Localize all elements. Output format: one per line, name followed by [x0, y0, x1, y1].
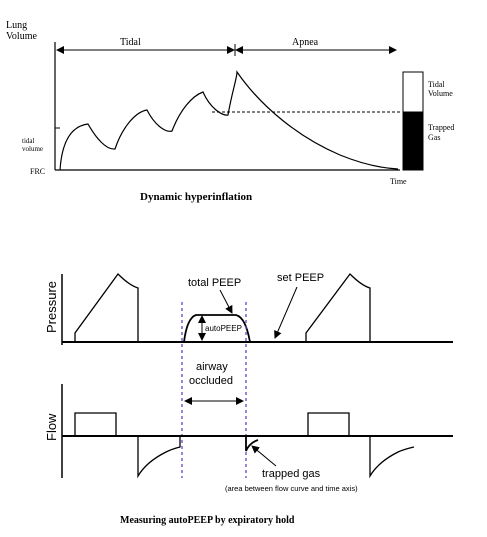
tidal-volume-label-line2: volume: [22, 145, 43, 153]
total-peep-pointer: [219, 289, 233, 314]
tidal-volume-label-line1: tidal: [22, 137, 34, 145]
autopeep-caption: Measuring autoPEEP by expiratory hold: [120, 515, 295, 526]
bar-trapped-gas-line2: Gas: [428, 133, 440, 142]
lung-volume-trace: [59, 70, 399, 171]
set-peep-label: set PEEP: [277, 272, 324, 284]
hyperinflation-panel: Lung Volume Tidal Apnea tidal volume FRC…: [6, 20, 454, 203]
bar-trapped-gas-line1: Trapped: [428, 123, 454, 132]
trapped-gas-note: (area between flow curve and time axis): [225, 484, 358, 493]
total-peep-label: total PEEP: [188, 277, 241, 289]
pressure-breath-2: [305, 273, 371, 342]
expiratory-flow-trapped: [245, 436, 259, 452]
trapped-gas-pointer: [251, 445, 277, 467]
expiratory-flow-1: [137, 436, 181, 479]
autopeep-panel: Pressure autoPEEP total PEEP set PEEP ai…: [44, 272, 453, 526]
time-label: Time: [390, 177, 407, 186]
set-peep-pointer: [274, 286, 298, 339]
tidal-volume-bar: [402, 71, 424, 113]
apnea-phase-label: Apnea: [292, 37, 319, 48]
trapped-gas-label: trapped gas: [262, 468, 321, 480]
bar-tidal-volume-line2: Volume: [428, 89, 453, 98]
inspiratory-flow-1: [74, 412, 117, 436]
pressure-axis-label: Pressure: [44, 281, 59, 333]
autopeep-label: autoPEEP: [205, 324, 242, 333]
pressure-occluded-plateau: [183, 314, 251, 343]
tidal-phase-label: Tidal: [120, 37, 141, 48]
frc-label: FRC: [30, 167, 45, 176]
airway-occluded-label-line2: occluded: [189, 375, 233, 387]
inspiratory-flow-2: [307, 412, 350, 436]
bar-tidal-volume-line1: Tidal: [428, 80, 445, 89]
lung-volume-label-line2: Volume: [6, 31, 37, 42]
airway-occluded-label-line1: airway: [196, 361, 228, 373]
trapped-gas-bar: [402, 111, 424, 171]
expiratory-flow-2: [369, 436, 415, 479]
flow-axis-label: Flow: [44, 413, 59, 441]
lung-volume-label-line1: Lung: [6, 20, 27, 31]
hyperinflation-caption: Dynamic hyperinflation: [140, 191, 252, 203]
pressure-breath-1: [74, 273, 139, 342]
